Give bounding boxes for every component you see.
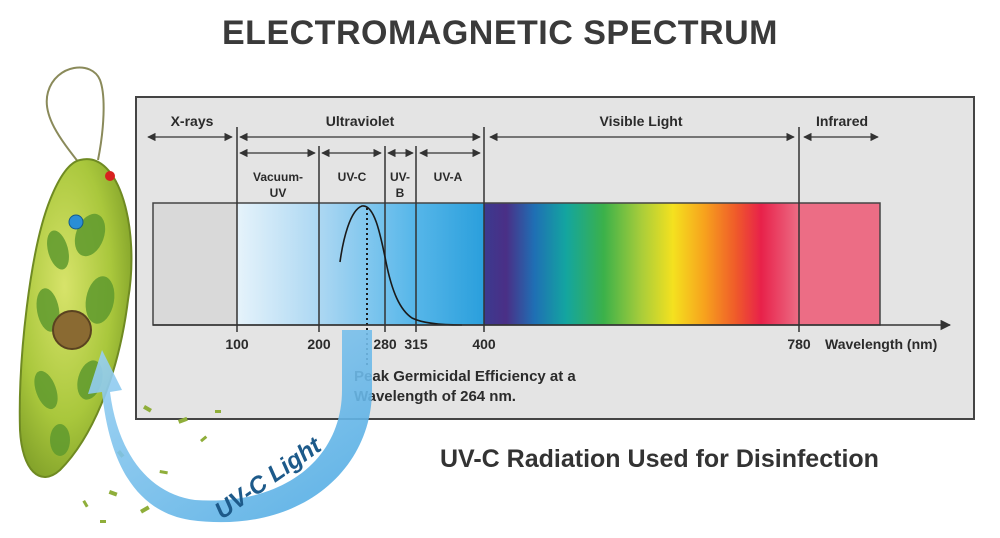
subregion-label-uva: UV-A [434,170,463,184]
region-label-xrays: X-rays [171,113,214,129]
eyespot [105,171,115,181]
tick-label-200: 200 [307,336,331,352]
region-label-visible: Visible Light [600,113,683,129]
region-span-arrows [147,132,879,158]
subregion-label-uvc: UV-C [338,170,367,184]
region-label-ultraviolet: Ultraviolet [326,113,395,129]
tick-label-315: 315 [404,336,428,352]
nucleus [52,310,92,350]
footer-caption: UV-C Radiation Used for Disinfection [440,445,879,473]
uvc-light-arrow [88,330,372,523]
annotation-line-1: Peak Germicidal Efficiency at a [354,368,576,385]
vacuole [68,214,84,230]
annotation-line-2: Wavelength of 264 nm. [354,388,516,405]
axis-label-wavelength: Wavelength (nm) [825,336,937,352]
germicidal-efficiency-curve [339,205,463,326]
tick-label-400: 400 [472,336,496,352]
uv-band [237,203,484,325]
subregion-label-uvb-2: B [396,186,405,200]
flagellum [45,66,105,181]
tick-label-100: 100 [225,336,249,352]
subregion-label-vacuum-uv-1: Vacuum- [253,170,303,184]
tick-label-280: 280 [373,336,397,352]
boundary-lines [236,127,800,332]
xray-band [152,202,238,326]
page-title: ELECTROMAGNETIC SPECTRUM [222,14,778,52]
infrared-band [799,203,880,325]
region-label-infrared: Infrared [816,113,868,129]
subregion-label-uvb-1: UV- [390,170,410,184]
visible-band [484,203,799,325]
subregion-label-vacuum-uv-2: UV [270,186,287,200]
tick-label-780: 780 [787,336,811,352]
